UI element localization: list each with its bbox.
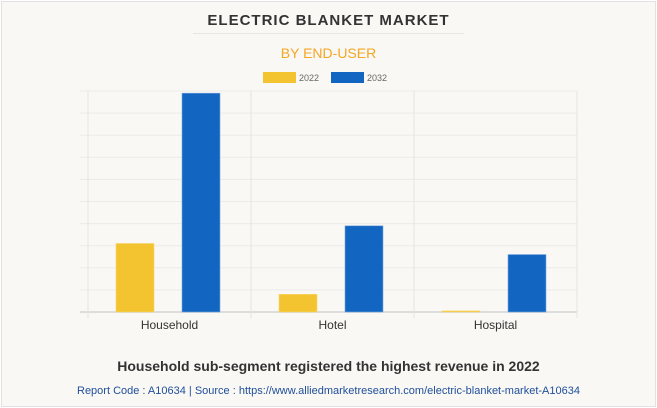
x-tick-label: Hospital	[474, 318, 517, 332]
x-tick-label: Household	[141, 318, 198, 332]
x-tick-label: Hotel	[318, 318, 346, 332]
legend-label-2022: 2022	[299, 72, 320, 83]
bar-hotel-2022	[278, 294, 318, 313]
bar-hospital-2022	[441, 310, 481, 313]
legend: 2022 2032	[263, 72, 387, 83]
legend-swatch-2032	[331, 72, 365, 83]
chart-title: ELECTRIC BLANKET MARKET	[207, 12, 450, 29]
bar-hotel-2032	[344, 225, 384, 313]
source-footer: Report Code : A10634 | Source : https://…	[77, 385, 580, 397]
legend-label-2032: 2032	[367, 72, 388, 83]
chart-subtitle: BY END-USER	[280, 45, 377, 61]
title-divider	[193, 33, 464, 34]
bar-hospital-2032	[507, 254, 547, 313]
bar-household-2032	[181, 92, 221, 313]
legend-swatch-2022	[263, 72, 296, 83]
chart-caption: Household sub-segment registered the hig…	[117, 358, 540, 374]
bar-household-2022	[115, 243, 155, 313]
